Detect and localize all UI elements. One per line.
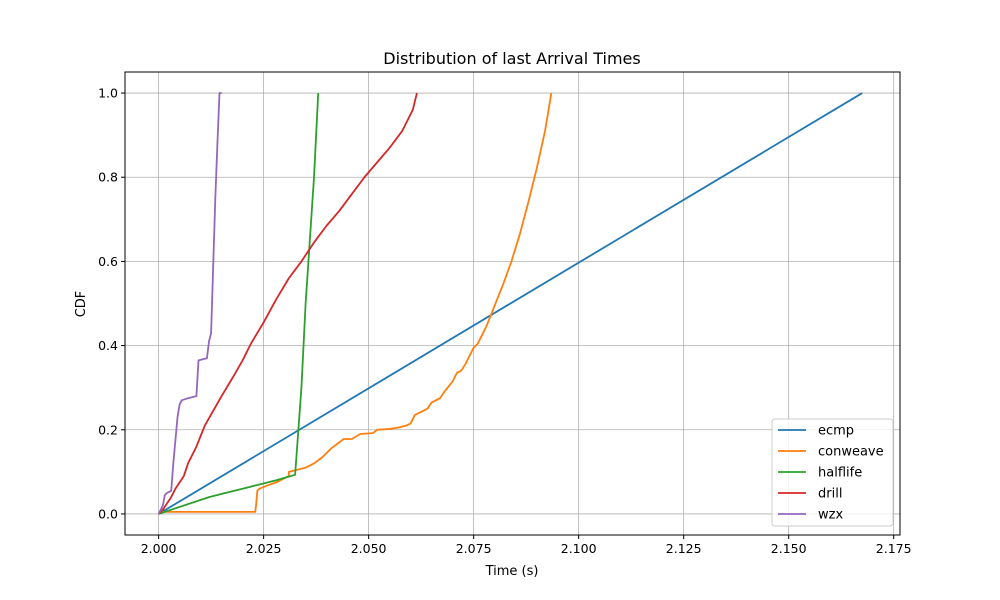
series-line-wzx (157, 92, 222, 515)
y-tick-label: 0.8 (98, 170, 118, 185)
grid-lines (125, 72, 900, 535)
x-axis-label: Time (s) (485, 564, 539, 579)
series-line-halflife (158, 93, 320, 515)
legend-label-ecmp: ecmp (818, 424, 854, 439)
x-tick-label: 2.025 (246, 541, 282, 556)
y-tick-label: 0.0 (98, 506, 118, 521)
plot-frame (124, 71, 901, 536)
y-tick-label: 0.2 (98, 422, 118, 437)
legend: ecmp conweave halflife drill wzx (771, 418, 894, 527)
chart-title: Distribution of last Arrival Times (383, 49, 640, 68)
x-tick-label: 2.050 (351, 541, 387, 556)
x-tick-label: 2.000 (141, 541, 177, 556)
legend-label-drill: drill (818, 487, 842, 502)
x-tick-label: 2.075 (456, 541, 492, 556)
legend-label-conweave: conweave (818, 445, 884, 460)
y-tick-label: 0.6 (98, 254, 118, 269)
series-line-drill (157, 92, 418, 515)
y-tick-label: 1.0 (98, 86, 118, 101)
x-tick-label: 2.125 (666, 541, 702, 556)
x-tick-label: 2.150 (771, 541, 807, 556)
y-tick-label: 0.4 (98, 338, 118, 353)
legend-label-halflife: halflife (818, 466, 862, 481)
x-axis-ticks: 2.000 2.025 2.050 2.075 2.100 2.125 2.150 2.175 (141, 535, 912, 556)
x-tick-label: 2.175 (876, 541, 912, 556)
y-axis-label: CDF (74, 291, 89, 318)
x-tick-label: 2.100 (561, 541, 597, 556)
legend-box (771, 418, 894, 527)
y-axis-ticks: 0.0 0.2 0.4 0.6 0.8 1.0 (98, 86, 125, 521)
series-lines (157, 92, 863, 515)
series-line-ecmp (158, 92, 863, 515)
legend-label-wzx: wzx (818, 508, 843, 523)
